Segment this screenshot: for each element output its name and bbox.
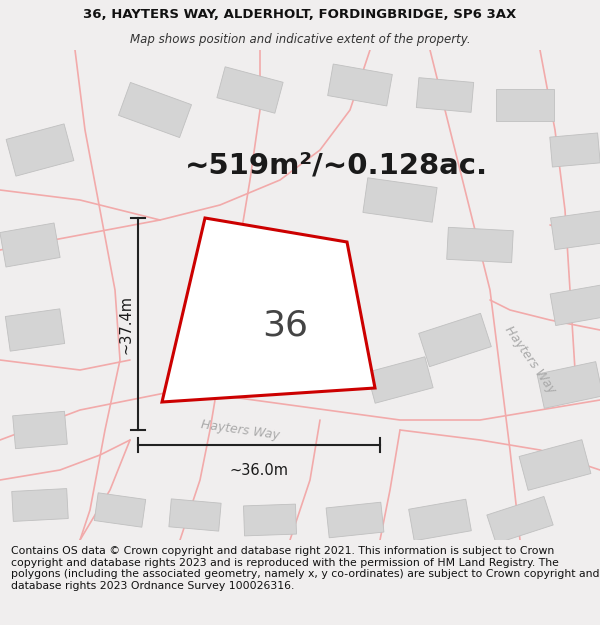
Polygon shape (550, 284, 600, 326)
Text: ~37.4m: ~37.4m (119, 294, 133, 354)
Polygon shape (487, 496, 553, 544)
Text: 36: 36 (262, 308, 308, 342)
Polygon shape (328, 64, 392, 106)
Polygon shape (217, 67, 283, 113)
Polygon shape (0, 223, 60, 267)
Polygon shape (326, 503, 384, 538)
Polygon shape (537, 362, 600, 408)
Polygon shape (416, 78, 474, 112)
Text: ~36.0m: ~36.0m (229, 463, 289, 478)
Polygon shape (118, 82, 191, 138)
Polygon shape (409, 499, 472, 541)
Polygon shape (367, 357, 433, 403)
Text: Contains OS data © Crown copyright and database right 2021. This information is : Contains OS data © Crown copyright and d… (11, 546, 599, 591)
Polygon shape (550, 133, 600, 167)
Polygon shape (447, 228, 513, 262)
Polygon shape (496, 89, 554, 121)
Polygon shape (12, 489, 68, 521)
Polygon shape (419, 313, 491, 367)
Text: 36, HAYTERS WAY, ALDERHOLT, FORDINGBRIDGE, SP6 3AX: 36, HAYTERS WAY, ALDERHOLT, FORDINGBRIDG… (83, 8, 517, 21)
Text: Hayters Way: Hayters Way (200, 418, 280, 442)
Polygon shape (94, 492, 146, 528)
Polygon shape (363, 177, 437, 222)
Polygon shape (13, 411, 67, 449)
Text: ~519m²/~0.128ac.: ~519m²/~0.128ac. (185, 151, 488, 179)
Polygon shape (551, 211, 600, 249)
Polygon shape (5, 309, 65, 351)
Polygon shape (162, 218, 375, 402)
Text: Hayters Way: Hayters Way (502, 324, 558, 396)
Polygon shape (244, 504, 296, 536)
Polygon shape (6, 124, 74, 176)
Polygon shape (519, 439, 591, 491)
Polygon shape (169, 499, 221, 531)
Text: Map shows position and indicative extent of the property.: Map shows position and indicative extent… (130, 32, 470, 46)
